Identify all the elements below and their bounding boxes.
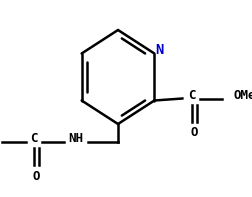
Text: OMe: OMe [232, 89, 252, 102]
Text: O: O [32, 169, 40, 182]
Text: N: N [154, 43, 163, 57]
Text: C: C [188, 89, 195, 102]
Text: NH: NH [68, 133, 83, 146]
Text: O: O [190, 126, 197, 139]
Text: C: C [30, 133, 38, 146]
